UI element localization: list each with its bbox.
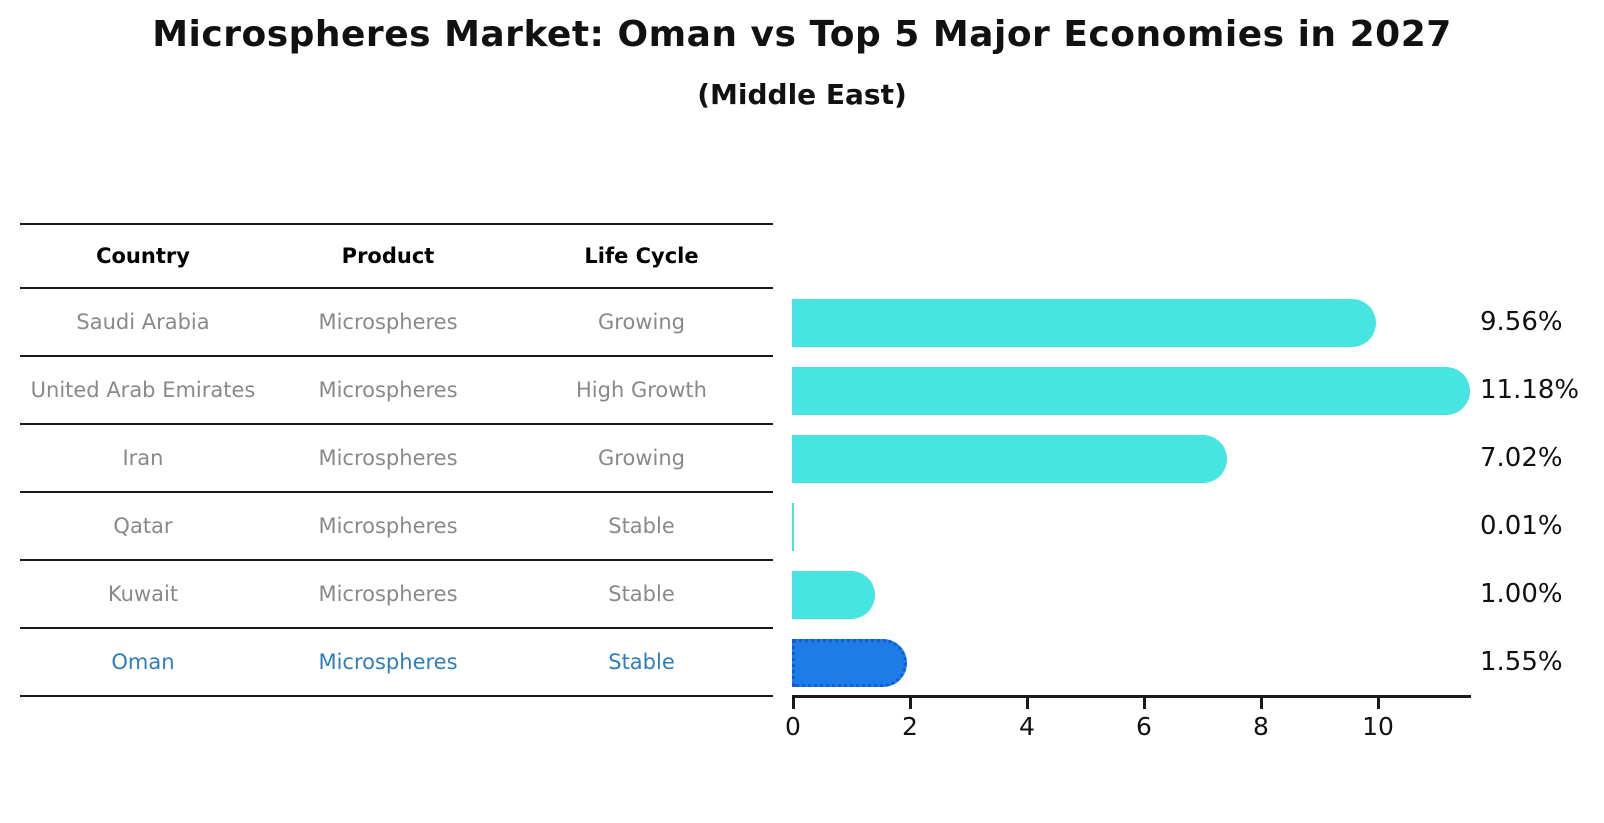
x-axis-tick-label-4: 4 bbox=[1019, 712, 1035, 741]
x-axis-line bbox=[792, 695, 1471, 698]
table-cell-life-cycle: Stable bbox=[608, 514, 675, 538]
table-cell-life-cycle: Growing bbox=[598, 310, 685, 334]
bar-united-arab-emirates bbox=[792, 367, 1470, 415]
x-axis-tick-label-2: 2 bbox=[902, 712, 918, 741]
table-cell-product: Microspheres bbox=[318, 514, 458, 538]
table-row: Saudi Arabia Microspheres Growing bbox=[20, 289, 773, 357]
x-axis-tick-mark-0 bbox=[792, 698, 795, 709]
table-row: Kuwait Microspheres Stable bbox=[20, 561, 773, 629]
table-cell-product: Microspheres bbox=[318, 582, 458, 606]
x-axis-tick-label-0: 0 bbox=[785, 712, 801, 741]
table-cell-country: Iran bbox=[122, 446, 164, 470]
x-axis-tick-mark-4 bbox=[1026, 698, 1029, 709]
table-cell-product: Microspheres bbox=[318, 310, 458, 334]
value-label-oman: 1.55% bbox=[1480, 647, 1563, 677]
table-row: Oman Microspheres Stable bbox=[20, 629, 773, 697]
table-cell-country: Oman bbox=[111, 650, 175, 674]
table-cell-country: United Arab Emirates bbox=[30, 378, 256, 402]
table-cell-product: Microspheres bbox=[318, 378, 458, 402]
table-header-product: Product bbox=[341, 244, 435, 268]
x-axis-tick-label-6: 6 bbox=[1136, 712, 1152, 741]
x-axis-tick-mark-10 bbox=[1377, 698, 1380, 709]
table-cell-life-cycle: Stable bbox=[608, 650, 675, 674]
table-body: Saudi Arabia Microspheres Growing United… bbox=[20, 289, 773, 697]
value-label-qatar: 0.01% bbox=[1480, 511, 1563, 541]
table-row: Qatar Microspheres Stable bbox=[20, 493, 773, 561]
bar-oman bbox=[792, 639, 907, 687]
country-table: Country Product Life Cycle Saudi Arabia … bbox=[20, 223, 773, 697]
table-cell-country: Qatar bbox=[113, 514, 173, 538]
value-label-saudi-arabia: 9.56% bbox=[1480, 307, 1563, 337]
table-header-country: Country bbox=[96, 244, 190, 268]
table-cell-product: Microspheres bbox=[318, 446, 458, 470]
table-cell-country: Kuwait bbox=[107, 582, 179, 606]
value-label-iran: 7.02% bbox=[1480, 443, 1563, 473]
table-cell-life-cycle: Stable bbox=[608, 582, 675, 606]
table-cell-product: Microspheres bbox=[318, 650, 458, 674]
x-axis-tick-mark-6 bbox=[1143, 698, 1146, 709]
bar-saudi-arabia bbox=[792, 299, 1376, 347]
x-axis-tick-mark-8 bbox=[1260, 698, 1263, 709]
table-row: United Arab Emirates Microspheres High G… bbox=[20, 357, 773, 425]
value-label-united-arab-emirates: 11.18% bbox=[1480, 375, 1580, 405]
chart-title: Microspheres Market: Oman vs Top 5 Major… bbox=[152, 14, 1452, 55]
bar-qatar bbox=[792, 503, 794, 551]
x-axis-tick-label-10: 10 bbox=[1362, 712, 1394, 741]
table-header-row: Country Product Life Cycle bbox=[20, 223, 773, 289]
bar-kuwait bbox=[792, 571, 875, 619]
bar-iran bbox=[792, 435, 1227, 483]
chart-subtitle: (Middle East) bbox=[697, 78, 907, 111]
x-axis-tick-label-8: 8 bbox=[1253, 712, 1269, 741]
table-row: Iran Microspheres Growing bbox=[20, 425, 773, 493]
table-cell-life-cycle: Growing bbox=[598, 446, 685, 470]
x-axis-tick-mark-2 bbox=[909, 698, 912, 709]
value-label-kuwait: 1.00% bbox=[1480, 579, 1563, 609]
table-header-life-cycle: Life Cycle bbox=[584, 244, 699, 268]
table-cell-country: Saudi Arabia bbox=[76, 310, 210, 334]
table-cell-life-cycle: High Growth bbox=[576, 378, 707, 402]
